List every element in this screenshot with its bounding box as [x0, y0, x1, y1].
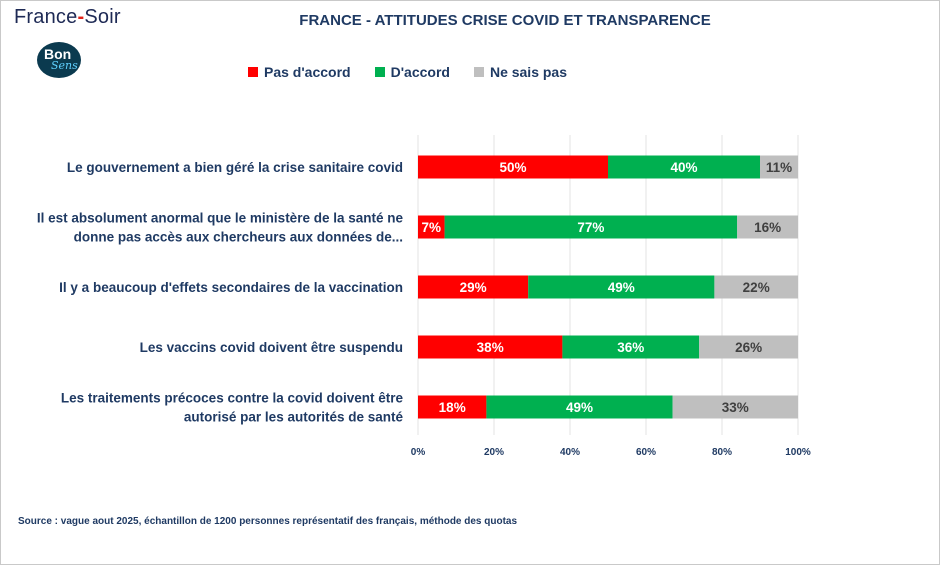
logo-text-bon: Bon — [44, 46, 72, 62]
bar-segment — [418, 275, 529, 299]
legend-item-d-accord: D'accord — [374, 64, 450, 80]
bar-segment — [672, 395, 798, 419]
category-label: Le gouvernement a bien géré la crise san… — [67, 160, 403, 175]
category-label: donne pas accès aux chercheurs aux donné… — [74, 230, 403, 245]
bar-segment — [760, 155, 798, 179]
bar-segment — [737, 215, 798, 239]
bar-segment — [486, 395, 673, 419]
logo-text-sens: Sens — [51, 59, 78, 72]
data-label: 49% — [608, 280, 635, 295]
legend-swatch-d-accord — [374, 67, 385, 77]
bar-segment — [418, 155, 608, 179]
category-label: autorisé par les autorités de santé — [184, 410, 404, 425]
data-label: 36% — [617, 340, 644, 355]
bon-sens-logo: Bon Sens — [37, 42, 81, 78]
x-tick-label: 100% — [785, 447, 811, 458]
data-label: 26% — [735, 340, 762, 355]
chart-legend: Pas d'accord D'accord Ne sais pas — [248, 64, 567, 80]
legend-swatch-pas-d-accord — [248, 67, 258, 77]
data-label: 18% — [439, 400, 466, 415]
data-label: 77% — [577, 220, 604, 235]
x-tick-label: 0% — [411, 447, 426, 458]
category-label: Il y a beaucoup d'effets secondaires de … — [59, 280, 403, 295]
data-label: 7% — [422, 220, 442, 235]
bar-segment — [699, 335, 798, 359]
legend-label-ne-sais-pas: Ne sais pas — [489, 64, 568, 80]
source-note: Source : vague aout 2025, échantillon de… — [18, 516, 518, 527]
data-label: 38% — [477, 340, 504, 355]
data-label: 16% — [754, 220, 781, 235]
brand-name-left: France — [14, 6, 78, 28]
legend-item-ne-sais-pas: Ne sais pas — [473, 64, 568, 80]
x-tick-label: 60% — [636, 447, 656, 458]
bar-segment — [714, 275, 798, 299]
x-tick-label: 80% — [712, 447, 732, 458]
category-label: Il est absolument anormal que le ministè… — [37, 211, 404, 226]
legend-label-pas-d-accord: Pas d'accord — [264, 64, 351, 80]
legend-item-pas-d-accord: Pas d'accord — [248, 64, 351, 80]
brand-logo: France-Soir — [14, 6, 121, 29]
bar-segment — [562, 335, 700, 359]
data-label: 11% — [766, 160, 792, 175]
x-tick-label: 20% — [484, 447, 504, 458]
brand-name-right: Soir — [84, 6, 121, 28]
legend-swatch-ne-sais-pas — [473, 67, 484, 77]
legend-label-d-accord: D'accord — [390, 64, 450, 80]
bar-segment — [418, 335, 563, 359]
bar-segment — [444, 215, 738, 239]
bar-segment — [418, 395, 487, 419]
data-label: 22% — [743, 280, 770, 295]
data-label: 50% — [499, 160, 526, 175]
data-label: 49% — [566, 400, 593, 415]
category-label: Les vaccins covid doivent être suspendu — [140, 340, 403, 355]
category-label: Les traitements précoces contre la covid… — [61, 391, 404, 406]
data-label: 29% — [460, 280, 487, 295]
bar-segment — [418, 215, 445, 239]
x-tick-label: 40% — [560, 447, 580, 458]
brand-dash: - — [77, 6, 85, 28]
chart-title: FRANCE - ATTITUDES CRISE COVID ET TRANSP… — [299, 12, 711, 29]
bar-segment — [528, 275, 715, 299]
data-label: 33% — [722, 400, 749, 415]
bar-segment — [608, 155, 760, 179]
data-label: 40% — [670, 160, 697, 175]
